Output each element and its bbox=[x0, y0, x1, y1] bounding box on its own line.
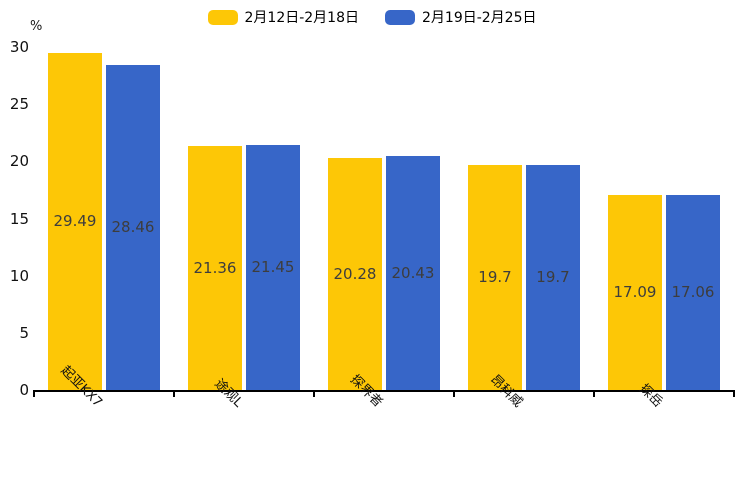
bar-value-label: 20.43 bbox=[391, 264, 435, 283]
x-axis-tick bbox=[593, 390, 595, 397]
bar-value-label: 17.06 bbox=[671, 283, 715, 302]
y-axis-tick-label: 25 bbox=[9, 95, 29, 114]
bar-value-label: 29.49 bbox=[53, 212, 97, 231]
bar-value-label: 21.36 bbox=[193, 258, 237, 277]
bar[interactable]: 21.36 bbox=[188, 145, 242, 390]
x-axis-line bbox=[34, 390, 734, 392]
x-axis-tick bbox=[733, 390, 735, 397]
bar-value-label: 19.7 bbox=[478, 268, 512, 287]
x-axis-tick bbox=[313, 390, 315, 397]
bar-value-label: 21.45 bbox=[251, 258, 295, 277]
bar[interactable]: 20.28 bbox=[328, 158, 382, 390]
bar[interactable]: 19.7 bbox=[468, 164, 522, 390]
legend-swatch-week1-icon bbox=[207, 9, 238, 25]
y-axis-tick-label: 20 bbox=[9, 152, 29, 171]
bar-value-label: 28.46 bbox=[111, 218, 155, 237]
bar[interactable]: 17.06 bbox=[666, 194, 720, 390]
x-axis-tick bbox=[33, 390, 35, 397]
y-axis-tick-label: 5 bbox=[19, 323, 29, 342]
bar[interactable]: 21.45 bbox=[246, 144, 300, 390]
y-axis-unit-label: % bbox=[30, 19, 43, 34]
y-axis-tick-label: 0 bbox=[19, 381, 29, 399]
legend-item-week1[interactable]: 2月12日-2月18日 bbox=[207, 7, 360, 27]
bar-value-label: 20.28 bbox=[333, 265, 377, 284]
x-axis-tick bbox=[453, 390, 455, 397]
y-axis-tick-label: 30 bbox=[9, 38, 29, 56]
bar-value-label: 19.7 bbox=[536, 268, 570, 287]
bar[interactable]: 20.43 bbox=[386, 156, 440, 390]
legend-label-week1: 2月12日-2月18日 bbox=[244, 10, 360, 26]
y-axis-tick-label: 10 bbox=[9, 266, 29, 285]
legend: 2月12日-2月18日 2月19日-2月25日 bbox=[0, 7, 744, 27]
bar[interactable]: 29.49 bbox=[48, 52, 102, 390]
legend-label-week2: 2月19日-2月25日 bbox=[422, 10, 537, 26]
bar-value-label: 17.09 bbox=[613, 283, 657, 302]
bar[interactable]: 19.7 bbox=[526, 164, 580, 390]
legend-item-week2[interactable]: 2月19日-2月25日 bbox=[385, 7, 537, 27]
y-axis-tick-label: 15 bbox=[9, 209, 29, 228]
bar[interactable]: 28.46 bbox=[106, 64, 160, 390]
x-axis-tick bbox=[173, 390, 175, 397]
legend-swatch-week2-icon bbox=[385, 9, 415, 25]
bar[interactable]: 17.09 bbox=[608, 194, 662, 390]
